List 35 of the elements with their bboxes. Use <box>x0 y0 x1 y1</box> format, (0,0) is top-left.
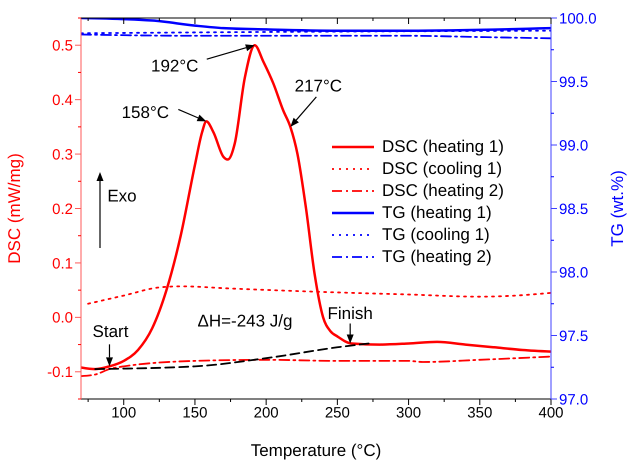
legend-label: TG (heating 1) <box>382 202 492 224</box>
y2-tick-label: 97.5 <box>559 328 588 345</box>
legend-label: DSC (cooling 1) <box>382 158 502 180</box>
y2-tick-label: 99.0 <box>559 137 588 154</box>
y-tick-label: 0.4 <box>52 92 73 109</box>
annotation: Start <box>92 322 129 341</box>
annotation: 158°C <box>122 102 170 122</box>
y2-tick-label: 98.5 <box>559 200 588 218</box>
legend-label: TG (cooling 1) <box>382 224 490 246</box>
annotation: Exo <box>107 186 137 206</box>
annotation: 192°C <box>151 56 198 76</box>
x-tick-label: 150 <box>182 404 208 422</box>
x-tick-label: 300 <box>396 404 422 422</box>
legend-label: DSC (heating 2) <box>382 180 504 202</box>
legend-label: TG (heating 2) <box>382 246 492 268</box>
y-tick-label: -0.1 <box>47 364 73 382</box>
y2-axis-title: TG (wt.%) <box>608 170 628 247</box>
x-tick-label: 350 <box>467 404 492 422</box>
annotation: 217°C <box>294 76 342 96</box>
x-tick-label: 250 <box>324 404 350 422</box>
y-tick-label: 0.5 <box>52 38 73 55</box>
y-tick-label: 0.3 <box>52 146 73 164</box>
legend-label: DSC (heating 1) <box>382 136 504 158</box>
y-axis-title: DSC (mW/mg) <box>5 153 24 264</box>
y-tick-label: 0.0 <box>52 310 73 327</box>
annotation: ΔH=-243 J/g <box>198 311 292 330</box>
x-axis-title: Temperature (°C) <box>250 441 382 460</box>
y-tick-label: 0.2 <box>52 200 73 218</box>
x-tick-label: 200 <box>254 404 279 422</box>
annotation: Finish <box>328 304 373 323</box>
y2-tick-label: 99.5 <box>559 74 588 91</box>
y-tick-label: 0.1 <box>52 255 73 272</box>
y2-tick-label: 100.0 <box>559 10 597 28</box>
y2-tick-label: 98.0 <box>559 264 588 282</box>
x-tick-label: 100 <box>111 404 136 422</box>
